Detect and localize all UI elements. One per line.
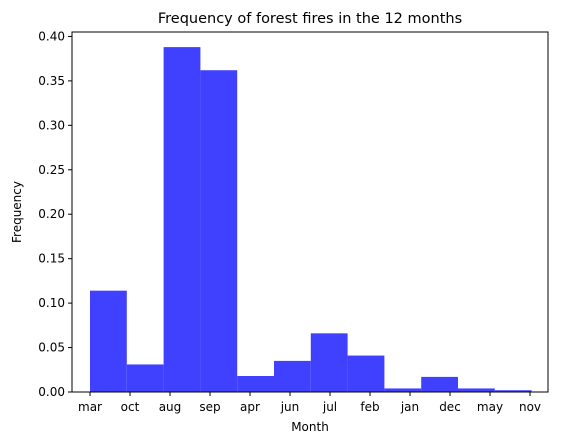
bar-jul xyxy=(310,333,348,392)
plot-frame xyxy=(71,31,549,393)
y-tick-label: 0.20 xyxy=(38,207,65,221)
x-tick-label-jul: jul xyxy=(322,400,337,414)
y-tick-label: 0.00 xyxy=(38,385,65,399)
bar-may xyxy=(458,388,495,392)
bar-nov xyxy=(494,390,532,392)
x-tick-label-aug: aug xyxy=(159,400,182,414)
y-axis-label: Frequency xyxy=(10,181,24,243)
y-tick-label: 0.40 xyxy=(38,29,65,43)
bar-feb xyxy=(347,355,385,392)
bar-oct xyxy=(126,364,164,392)
x-tick-label-sep: sep xyxy=(199,400,220,414)
y-tick-label: 0.10 xyxy=(38,296,65,310)
x-tick-label-dec: dec xyxy=(439,400,461,414)
chart-title: Frequency of forest fires in the 12 mont… xyxy=(158,11,462,27)
bar-apr xyxy=(237,376,274,392)
x-tick-label-nov: nov xyxy=(519,400,541,414)
y-tick-label: 0.25 xyxy=(38,163,65,177)
y-tick-label: 0.05 xyxy=(38,341,65,355)
y-tick-label: 0.30 xyxy=(38,118,65,132)
x-axis-label: Month xyxy=(291,420,329,434)
bar-jan xyxy=(384,388,422,392)
x-tick-label-jan: jan xyxy=(400,400,419,414)
bar-dec xyxy=(421,376,458,392)
x-tick-label-apr: apr xyxy=(240,400,260,414)
y-axis: 0.00 0.05 0.10 0.15 0.20 0.25 0.30 0.35 0.40 xyxy=(38,29,72,399)
x-tick-label-mar: mar xyxy=(78,400,102,414)
x-tick-label-jun: jun xyxy=(280,400,300,414)
x-tick-label-oct: oct xyxy=(121,400,140,414)
bar-mar xyxy=(90,290,127,392)
x-tick-label-may: may xyxy=(477,400,503,414)
y-tick-label: 0.15 xyxy=(38,252,65,266)
x-tick-label-feb: feb xyxy=(360,400,379,414)
bars-group xyxy=(90,47,532,392)
bar-aug xyxy=(163,47,201,392)
bar-sep xyxy=(200,70,238,392)
x-axis: mar oct aug sep apr jun jul feb jan dec may nov xyxy=(78,392,541,414)
bar-jun xyxy=(274,360,311,392)
y-tick-label: 0.35 xyxy=(38,74,65,88)
